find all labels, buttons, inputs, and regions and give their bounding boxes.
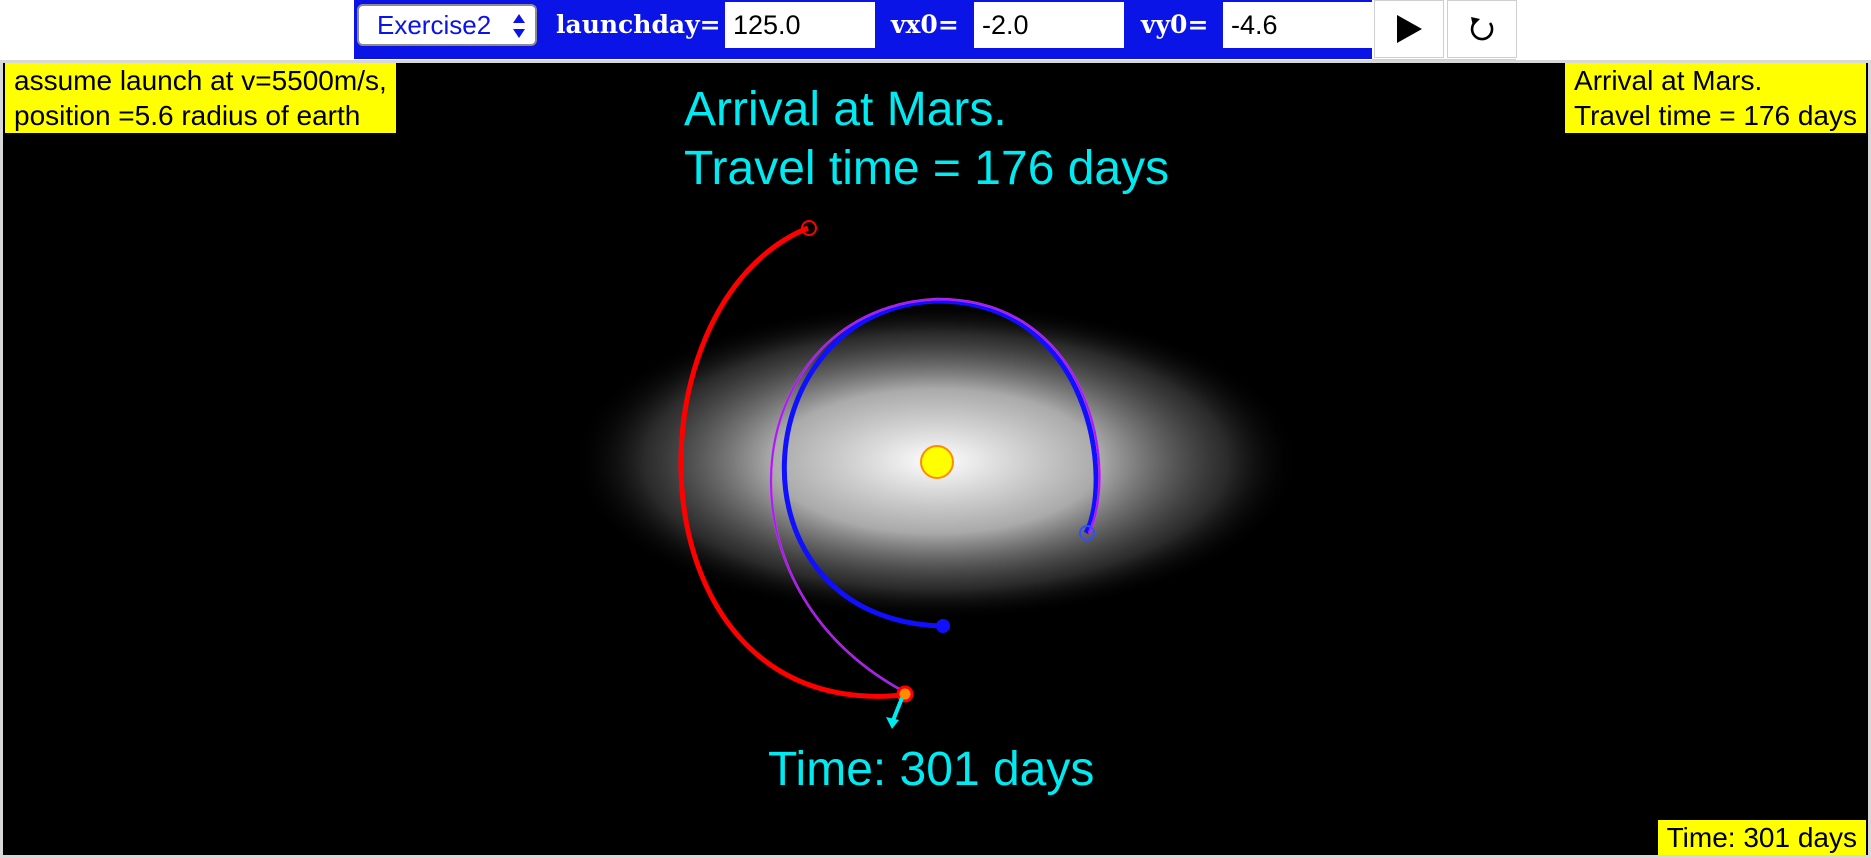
orbit-plot	[571, 220, 1301, 729]
reset-icon	[1470, 17, 1494, 41]
play-icon	[1397, 15, 1422, 43]
vx0-input[interactable]	[974, 2, 1124, 48]
spacecraft-path	[770, 297, 1101, 692]
arrival-note: Arrival at Mars. Travel time = 176 days	[1565, 63, 1866, 133]
time-label: Time: 301 days	[768, 743, 1095, 796]
earth-start-marker	[1079, 525, 1095, 541]
simulation-canvas[interactable]: assume launch at v=5500m/s, position =5.…	[0, 60, 1871, 858]
sun	[920, 445, 954, 479]
select-updown-icon	[513, 14, 525, 38]
exercise-select-value: Exercise2	[377, 10, 492, 40]
reset-button[interactable]	[1447, 0, 1517, 58]
play-button[interactable]	[1374, 0, 1444, 58]
arrival-title-line1: Arrival at Mars.	[684, 83, 1007, 136]
vy0-input[interactable]	[1223, 2, 1373, 48]
mars-orbit-path	[678, 225, 904, 699]
exercise-select[interactable]: Exercise2	[357, 4, 537, 46]
arrival-title-line2: Travel time = 176 days	[684, 142, 1170, 195]
time-corner: Time: 301 days	[1657, 820, 1866, 855]
launchday-input[interactable]	[725, 2, 875, 48]
earth-orbit-path	[781, 298, 1099, 629]
mars-start-marker	[801, 220, 817, 236]
vy0-label: vy0=	[1141, 10, 1209, 39]
launch-note: assume launch at v=5500m/s, position =5.…	[5, 63, 396, 133]
earth-position	[936, 619, 950, 633]
vx0-label: vx0=	[891, 10, 959, 39]
mars-position	[896, 685, 914, 703]
spacecraft-velocity-arrow	[886, 697, 904, 729]
launchday-label: launchday=	[556, 10, 721, 39]
